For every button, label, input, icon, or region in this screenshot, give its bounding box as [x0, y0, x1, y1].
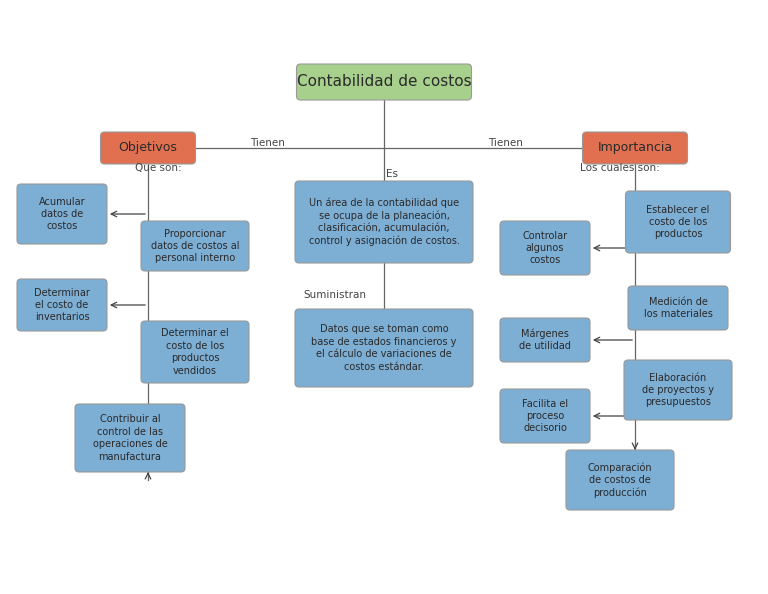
Text: Que son:: Que son: [134, 163, 181, 173]
Text: Márgenes
de utilidad: Márgenes de utilidad [519, 328, 571, 352]
FancyBboxPatch shape [296, 64, 472, 100]
Text: Contabilidad de costos: Contabilidad de costos [296, 74, 472, 90]
FancyBboxPatch shape [141, 321, 249, 383]
FancyBboxPatch shape [500, 318, 590, 362]
FancyBboxPatch shape [625, 191, 730, 253]
Text: Determinar
el costo de
inventarios: Determinar el costo de inventarios [34, 287, 90, 323]
FancyBboxPatch shape [582, 132, 687, 164]
FancyBboxPatch shape [628, 286, 728, 330]
FancyBboxPatch shape [17, 279, 107, 331]
Text: Determinar el
costo de los
productos
vendidos: Determinar el costo de los productos ven… [161, 328, 229, 375]
FancyBboxPatch shape [500, 389, 590, 443]
FancyBboxPatch shape [295, 181, 473, 263]
FancyBboxPatch shape [500, 221, 590, 275]
Text: Los cuales son:: Los cuales son: [580, 163, 660, 173]
Text: Medición de
los materiales: Medición de los materiales [644, 297, 713, 319]
Text: Comparación
de costos de
producción: Comparación de costos de producción [588, 462, 652, 498]
Text: Tienen: Tienen [488, 138, 524, 148]
FancyBboxPatch shape [566, 450, 674, 510]
Text: Importancia: Importancia [598, 141, 673, 154]
FancyBboxPatch shape [624, 360, 732, 420]
FancyBboxPatch shape [17, 184, 107, 244]
Text: Proporcionar
datos de costos al
personal interno: Proporcionar datos de costos al personal… [151, 229, 240, 263]
FancyBboxPatch shape [101, 132, 196, 164]
Text: Acumular
datos de
costos: Acumular datos de costos [38, 197, 85, 232]
FancyBboxPatch shape [141, 221, 249, 271]
Text: Tienen: Tienen [250, 138, 286, 148]
Text: Elaboración
de proyectos y
presupuestos: Elaboración de proyectos y presupuestos [642, 372, 714, 407]
FancyBboxPatch shape [295, 309, 473, 387]
Text: Suministran: Suministran [303, 290, 366, 300]
Text: Controlar
algunos
costos: Controlar algunos costos [522, 230, 568, 266]
Text: Datos que se toman como
base de estados financieros y
el cálculo de variaciones : Datos que se toman como base de estados … [311, 324, 457, 372]
Text: Facilita el
proceso
decisorio: Facilita el proceso decisorio [522, 399, 568, 434]
Text: Establecer el
costo de los
productos: Establecer el costo de los productos [647, 204, 710, 239]
Text: Es: Es [386, 169, 398, 179]
Text: Un área de la contabilidad que
se ocupa de la planeación,
clasificación, acumula: Un área de la contabilidad que se ocupa … [309, 197, 459, 247]
Text: Objetivos: Objetivos [118, 141, 177, 154]
Text: Contribuir al
control de las
operaciones de
manufactura: Contribuir al control de las operaciones… [93, 415, 167, 462]
FancyBboxPatch shape [75, 404, 185, 472]
